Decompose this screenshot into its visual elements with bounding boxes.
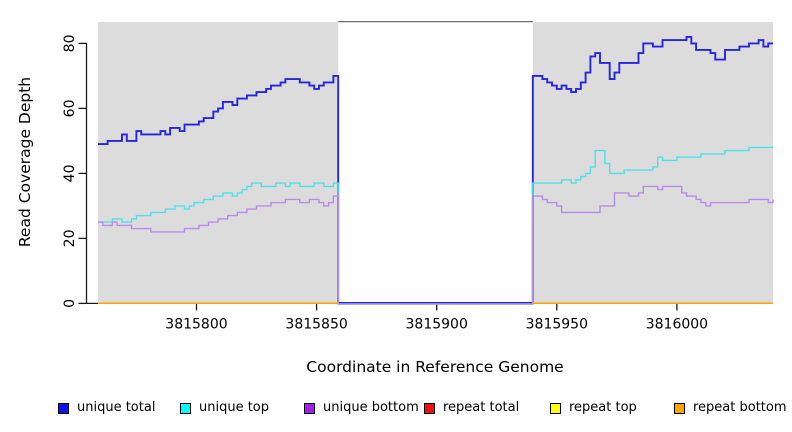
left-panel [98, 22, 339, 304]
repeat-bottom-swatch-icon [674, 402, 685, 414]
series-unique-top [98, 146, 773, 305]
x-tick-label: 3816000 [646, 316, 708, 332]
y-tick-label: 80 [62, 34, 78, 52]
legend-label: unique total [77, 400, 156, 415]
plot-series [98, 35, 774, 305]
legend-label: repeat top [569, 400, 637, 415]
unique-top-swatch-icon [180, 402, 191, 414]
legend-item-repeat-top: repeat top [550, 398, 637, 418]
y-tick-label: 60 [62, 99, 78, 117]
right-panel [532, 22, 773, 304]
legend-item-unique-top: unique top [180, 398, 269, 418]
legend-item-repeat-total: repeat total [424, 398, 519, 418]
legend-label: unique top [199, 400, 270, 415]
legend-label: repeat total [443, 400, 520, 415]
legend-item-unique-total: unique total [58, 398, 155, 418]
plot-canvas: 0 20 40 60 80 3815800 3815850 3815900 3815950 381… [16, 20, 774, 376]
legend-item-repeat-bottom: repeat bottom [674, 398, 787, 418]
legend: unique total unique top unique bottom re… [0, 398, 792, 422]
y-tick-label: 40 [62, 164, 78, 182]
x-tick-label: 3815800 [165, 316, 227, 332]
repeat-total-swatch-icon [424, 402, 435, 414]
y-tick-label: 20 [62, 229, 78, 247]
x-axis-title: Coordinate in Reference Genome [306, 358, 563, 376]
y-tick-label: 0 [62, 299, 78, 308]
x-tick-label: 3815900 [406, 316, 468, 332]
legend-label: repeat bottom [693, 400, 787, 415]
series-unique-bottom [98, 185, 774, 305]
plot-panels [98, 20, 773, 304]
y-axis-title: Read Coverage Depth [16, 77, 34, 247]
legend-item-unique-bottom: unique bottom [304, 398, 419, 418]
unique-total-swatch-icon [58, 402, 69, 414]
unique-bottom-swatch-icon [304, 402, 315, 414]
x-tick-label: 3815850 [285, 316, 347, 332]
x-tick-label: 3815950 [526, 316, 588, 332]
legend-label: unique bottom [323, 400, 419, 415]
repeat-top-swatch-icon [550, 402, 561, 414]
